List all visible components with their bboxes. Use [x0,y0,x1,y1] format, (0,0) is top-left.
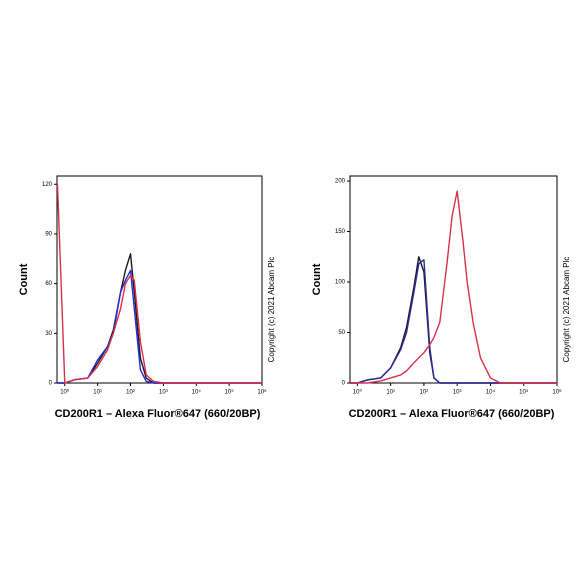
histogram-line [350,190,557,384]
x-tick-label: 10⁰ [353,389,363,396]
histogram-line [57,253,262,384]
y-axis-label: Count [18,263,30,295]
x-tick-label: 10³ [453,390,462,396]
x-axis-label: CD200R1 – Alexa Fluor®647 (660/20BP) [349,408,555,420]
y-tick-label: 50 [338,330,345,336]
x-tick-label: 10² [126,390,135,396]
y-tick-label: 200 [335,179,346,185]
x-tick-label: 10¹ [386,390,395,396]
copyright: Copyright (c) 2021 Abcam Plc [267,257,276,363]
y-tick-label: 90 [45,232,52,238]
y-tick-label: 120 [42,182,53,188]
y-tick-label: 150 [335,229,346,235]
x-tick-label: 10⁶ [257,389,267,396]
x-tick-label: 10⁴ [486,389,496,396]
x-tick-label: 10³ [159,390,168,396]
y-tick-label: 60 [45,281,52,287]
y-tick-label: 0 [49,381,53,387]
histogram-line [56,184,262,384]
x-tick-label: 10⁰ [60,389,70,396]
y-axis-label: Count [311,263,323,295]
x-tick-label: 10⁴ [192,389,202,396]
y-tick-label: 30 [45,331,52,337]
x-tick-label: 10⁵ [519,389,529,396]
x-axis-label: CD200R1 – Alexa Fluor®647 (660/20BP) [55,408,261,420]
histogram-line [57,269,262,384]
x-tick-label: 10⁵ [225,389,235,396]
histogram-line [350,256,557,384]
histogram-line [350,259,557,384]
y-tick-label: 100 [335,280,346,286]
y-tick-label: 0 [342,381,346,387]
copyright: Copyright (c) 2021 Abcam Plc [562,257,571,363]
x-tick-label: 10¹ [93,390,102,396]
plot-frame [56,175,263,384]
x-tick-label: 10² [420,390,429,396]
x-tick-label: 10⁶ [552,389,562,396]
